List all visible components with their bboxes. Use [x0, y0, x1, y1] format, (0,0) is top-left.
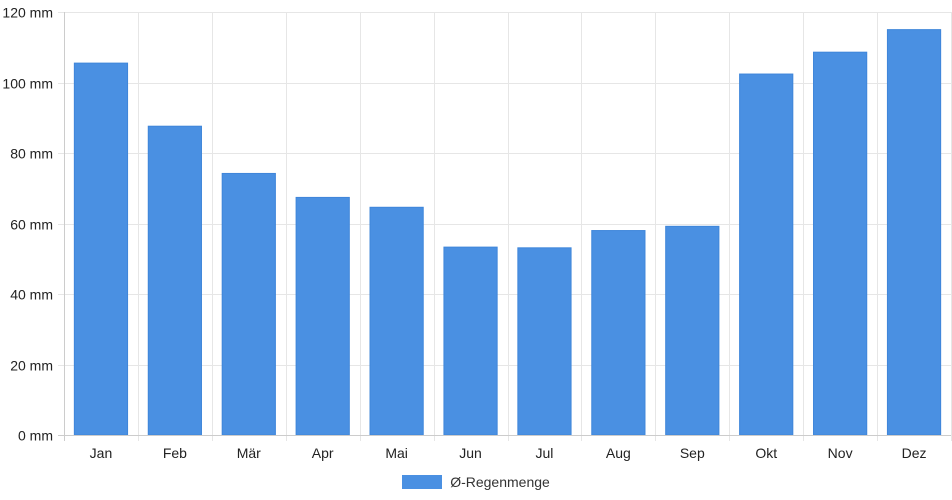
bar-mär[interactable]: [221, 172, 276, 436]
y-tick-label: 0 mm: [18, 428, 53, 444]
y-tick-label: 120 mm: [2, 5, 53, 21]
y-tick-label: 80 mm: [10, 146, 53, 162]
y-tick-label: 60 mm: [10, 217, 53, 233]
legend-label: Ø-Regenmenge: [450, 474, 550, 490]
bar-jan[interactable]: [73, 62, 129, 436]
x-tick-label: Feb: [163, 445, 187, 461]
x-tick-label: Apr: [312, 445, 334, 461]
legend-swatch: [402, 475, 443, 489]
x-tick-label: Jun: [459, 445, 482, 461]
bar-dez[interactable]: [886, 29, 942, 436]
x-tick-label: Mai: [385, 445, 408, 461]
bar-mai[interactable]: [369, 206, 424, 436]
bar-okt[interactable]: [739, 73, 794, 436]
axes: [58, 12, 951, 441]
bar-apr[interactable]: [295, 196, 350, 436]
bar-aug[interactable]: [591, 230, 646, 436]
x-tick-label: Jul: [536, 445, 554, 461]
x-tick-label: Nov: [828, 445, 853, 461]
tick-labels: 0 mm 20 mm 40 mm 60 mm 80 mm 100 mm 120 mm Jan F…: [2, 5, 926, 462]
x-tick-label: Mär: [237, 445, 261, 461]
x-tick-label: Sep: [680, 445, 705, 461]
legend[interactable]: Ø-Regenmenge: [0, 472, 952, 492]
bar-jun[interactable]: [443, 246, 498, 436]
x-tick-label: Dez: [902, 445, 927, 461]
bar-nov[interactable]: [813, 51, 868, 436]
x-tick-label: Jan: [90, 445, 113, 461]
x-tick-label: Aug: [606, 445, 631, 461]
bar-sep[interactable]: [665, 225, 720, 436]
grid: [58, 12, 952, 441]
y-tick-label: 100 mm: [2, 76, 53, 92]
bar-feb[interactable]: [147, 125, 202, 436]
bars: [73, 29, 942, 436]
bar-jul[interactable]: [517, 247, 572, 436]
y-tick-label: 20 mm: [10, 358, 53, 374]
y-tick-label: 40 mm: [10, 287, 53, 303]
x-tick-label: Okt: [755, 445, 777, 461]
